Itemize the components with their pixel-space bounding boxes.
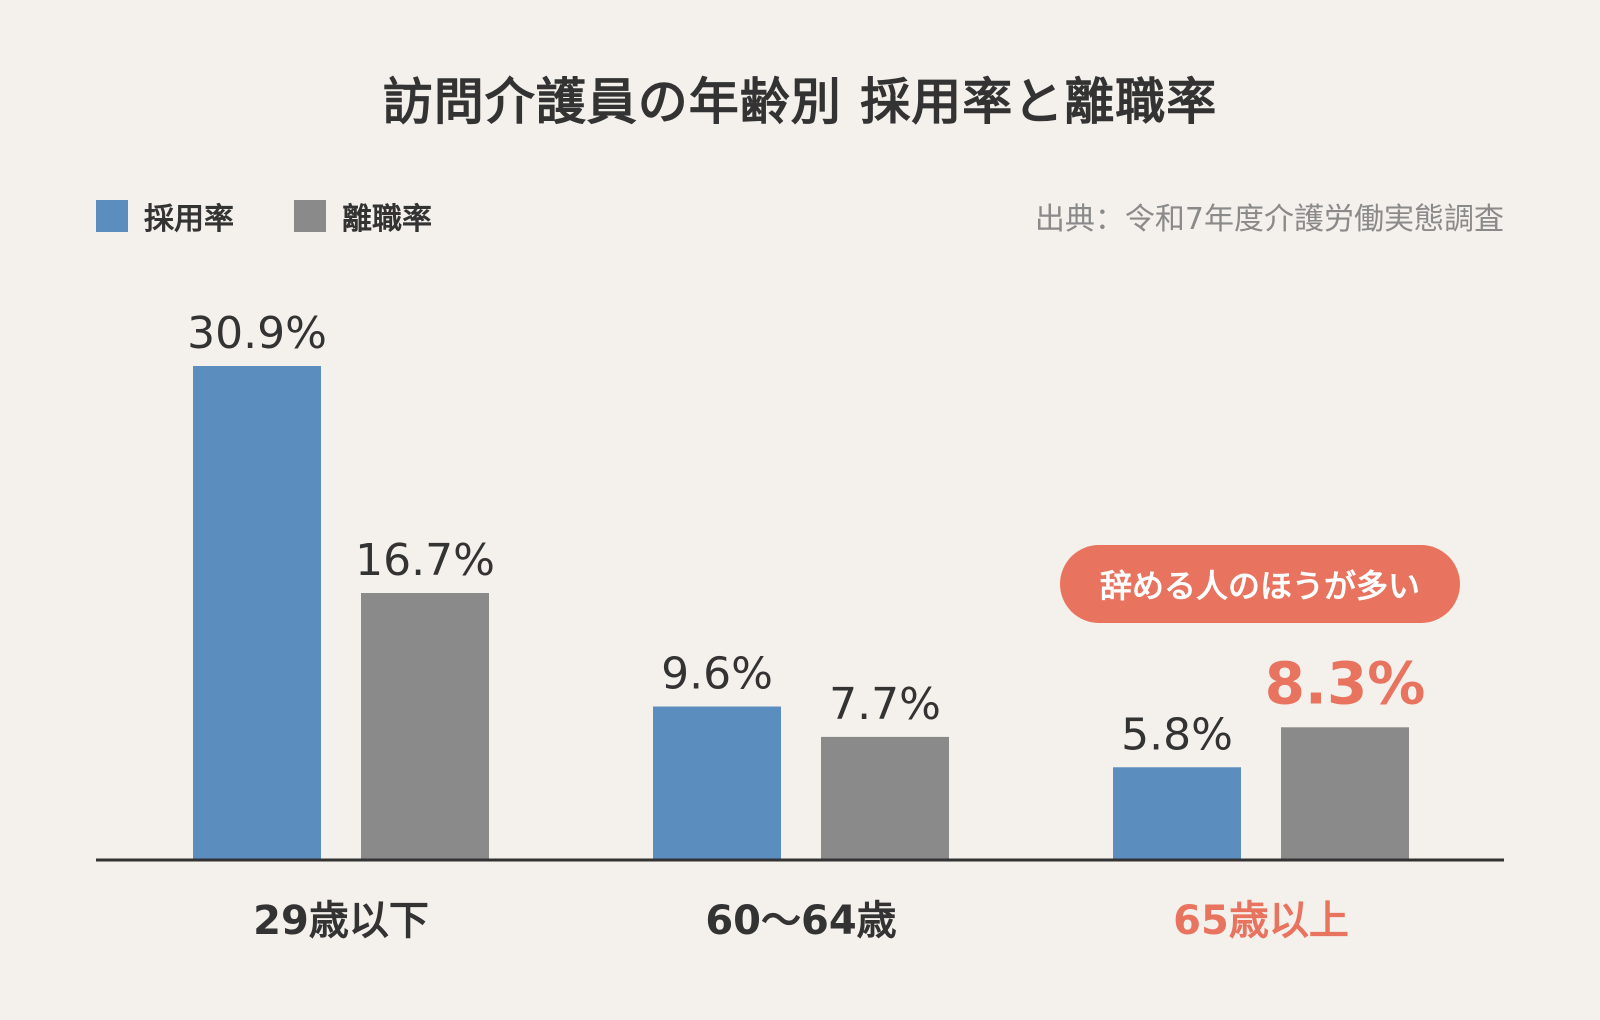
bar-hire-1	[653, 706, 781, 860]
data-label-turnover-0: 16.7%	[355, 535, 495, 586]
bar-hire-2	[1113, 767, 1241, 860]
legend-label-hire-rate: 採用率	[144, 202, 234, 237]
bar-hire-0	[193, 366, 321, 860]
callout-badge: 辞める人のほうが多い	[1060, 545, 1460, 623]
data-label-turnover-2: 8.3%	[1265, 649, 1426, 717]
chart-title: 訪問介護員の年齢別 採用率と離職率	[382, 73, 1218, 131]
bar-turnover-1	[821, 736, 949, 860]
legend-swatch-hire-rate	[96, 200, 128, 232]
legend-label-turnover-rate: 離職率	[342, 202, 432, 237]
legend-swatch-turnover-rate	[294, 200, 326, 232]
legend-item-hire-rate: 採用率	[96, 194, 234, 238]
source-note: 出典：令和7年度介護労働実態調査	[1034, 202, 1504, 237]
data-label-hire-2: 5.8%	[1121, 709, 1233, 760]
data-label-turnover-1: 7.7%	[829, 679, 941, 730]
bar-turnover-0	[361, 593, 489, 860]
category-label-1: 60〜64歳	[705, 898, 896, 944]
bar-turnover-2	[1281, 727, 1409, 860]
data-label-hire-1: 9.6%	[661, 649, 773, 700]
category-label-0: 29歳以下	[253, 898, 429, 944]
category-label-2: 65歳以上	[1173, 898, 1349, 944]
legend-item-turnover-rate: 離職率	[294, 194, 432, 238]
legend: 採用率 離職率	[96, 194, 492, 238]
data-label-hire-0: 30.9%	[187, 308, 327, 359]
